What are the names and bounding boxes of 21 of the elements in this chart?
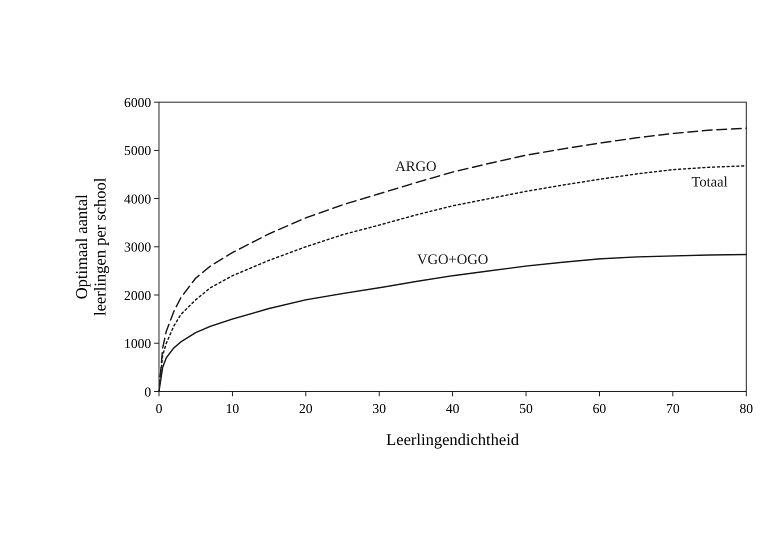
x-tick-label: 70 bbox=[666, 400, 680, 416]
y-tick-label: 3000 bbox=[124, 240, 152, 255]
x-tick-label: 0 bbox=[156, 400, 163, 416]
x-tick-label: 60 bbox=[592, 400, 606, 416]
series-label: Totaal bbox=[691, 174, 728, 191]
series-label: VGO+OGO bbox=[417, 252, 488, 268]
x-tick-label: 40 bbox=[446, 400, 460, 416]
y-tick-label: 4000 bbox=[124, 191, 152, 206]
y-axis-title: Optimaal aantal leerlingen per school bbox=[72, 177, 110, 316]
x-tick-label: 10 bbox=[226, 400, 240, 416]
y-tick-label: 2000 bbox=[124, 288, 152, 303]
series-label: ARGO bbox=[395, 159, 437, 176]
y-tick-label: 1000 bbox=[124, 336, 152, 352]
x-tick-label: 30 bbox=[372, 400, 386, 416]
x-tick-label: 20 bbox=[299, 400, 313, 416]
y-tick-label: 5000 bbox=[124, 143, 152, 158]
x-tick-label: 50 bbox=[519, 400, 534, 416]
y-tick-label: 0 bbox=[144, 384, 152, 400]
x-axis-title: Leerlingendichtheid bbox=[386, 430, 520, 449]
y-tick-label: 6000 bbox=[124, 95, 152, 110]
x-tick-label: 80 bbox=[739, 400, 754, 416]
